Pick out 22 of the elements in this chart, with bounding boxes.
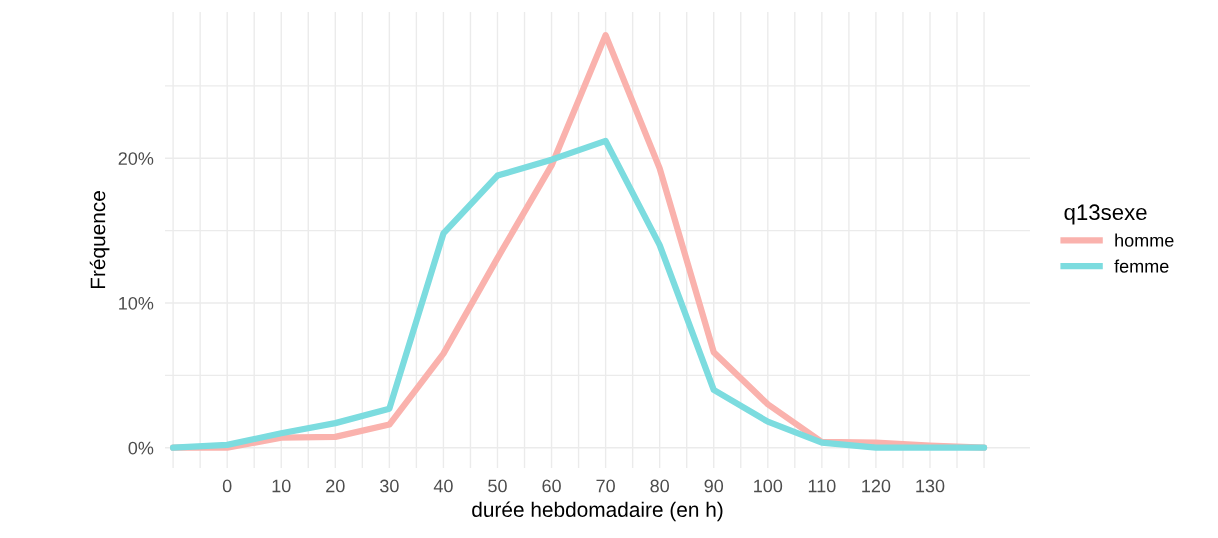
x-tick-label: 90: [704, 479, 724, 493]
legend-label: femme: [1114, 259, 1169, 273]
x-tick-label: 110: [808, 479, 836, 493]
x-tick-label: 0: [222, 479, 232, 493]
x-tick-label: 80: [650, 479, 670, 493]
x-tick-label: 70: [596, 479, 615, 493]
legend-title: q13sexe: [1064, 204, 1147, 225]
x-tick-label: 130: [916, 479, 945, 493]
x-tick-label: 20: [326, 479, 345, 493]
y-tick-label: 10%: [119, 296, 154, 310]
x-tick-label: 30: [380, 479, 399, 493]
x-tick-label: 40: [433, 479, 453, 493]
x-axis-title: durée hebdomadaire (en h): [472, 501, 723, 522]
y-tick-label: 0%: [128, 441, 154, 455]
x-tick-label: 100: [754, 479, 783, 493]
x-tick-label: 120: [862, 479, 891, 493]
x-tick-label: 50: [488, 479, 507, 493]
y-axis-title: Fréquence: [89, 191, 110, 289]
y-tick-label: 20%: [118, 152, 154, 165]
legend-label: homme: [1115, 233, 1174, 247]
x-tick-label: 60: [542, 479, 561, 493]
x-tick-label: 10: [272, 479, 291, 493]
